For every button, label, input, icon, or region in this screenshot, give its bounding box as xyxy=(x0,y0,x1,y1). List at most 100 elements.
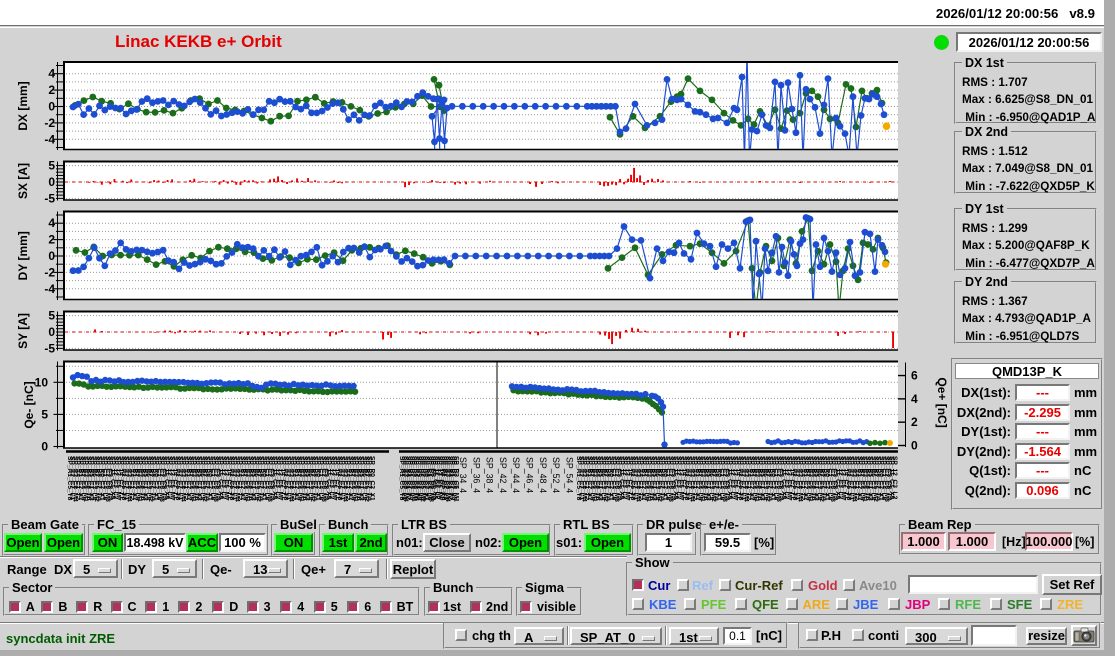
svg-text:SP_B2_C4_L5: SP_B2_C4_L5 xyxy=(643,456,650,501)
svg-text:SP_11_C1_X5: SP_11_C1_X5 xyxy=(726,456,733,500)
svg-text:SP_36_4: SP_36_4 xyxy=(471,457,481,493)
svg-text:SP_C1_C4_L6: SP_C1_C4_L6 xyxy=(610,456,617,501)
svg-text:SP_A4_C1_T2: SP_A4_C1_T2 xyxy=(236,456,243,501)
svg-text:SP_A3_C8_M4: SP_A3_C8_M4 xyxy=(125,456,132,502)
svg-text:SP_13_C5_M7: SP_13_C5_M7 xyxy=(786,456,793,501)
svg-text:SP_A3_C8_M4: SP_A3_C8_M4 xyxy=(179,456,186,502)
svg-text:SP_14_C7_T1: SP_14_C7_T1 xyxy=(626,456,633,500)
svg-text:SP_12_C3_L2: SP_12_C3_L2 xyxy=(434,456,441,500)
svg-text:SP_B1_C2_X7: SP_B1_C2_X7 xyxy=(448,456,455,501)
svg-text:SP_C3_C8_T3: SP_C3_C8_T3 xyxy=(430,456,437,501)
svg-text:SP_A4_C1_T2: SP_A4_C1_T2 xyxy=(344,456,351,501)
svg-text:SP_A4_C1_T2: SP_A4_C1_T2 xyxy=(691,456,698,501)
svg-text:DY [mm]: DY [mm] xyxy=(16,231,30,280)
svg-text:SP_A4_C1_T2: SP_A4_C1_T2 xyxy=(74,456,81,501)
svg-text:SP_B7_C5_M2: SP_B7_C5_M2 xyxy=(93,456,100,502)
svg-text:2: 2 xyxy=(48,83,55,97)
svg-text:SP_A3_C8_M4: SP_A3_C8_M4 xyxy=(287,456,294,502)
svg-text:SP_R0_C2_X1: SP_R0_C2_X1 xyxy=(98,456,105,501)
svg-text:SP_14_C7_T1: SP_14_C7_T1 xyxy=(842,456,849,500)
svg-text:SP_B2_C4_L5: SP_B2_C4_L5 xyxy=(751,456,758,501)
svg-text:SP_11_C1_X5: SP_11_C1_X5 xyxy=(432,456,439,500)
svg-text:SP_R0_C2_X1: SP_R0_C2_X1 xyxy=(206,456,213,501)
svg-text:SP_B6_C3_L8: SP_B6_C3_L8 xyxy=(653,456,660,501)
svg-text:SP_C2_C6_M8: SP_C2_C6_M8 xyxy=(104,456,111,502)
svg-text:SP_B3_C6_M1: SP_B3_C6_M1 xyxy=(753,456,760,502)
svg-text:SP_C1_C4_L6: SP_C1_C4_L6 xyxy=(772,456,779,501)
svg-text:SP_B5_C1_X3: SP_B5_C1_X3 xyxy=(88,456,95,501)
svg-text:SP_B2_C4_L5: SP_B2_C4_L5 xyxy=(80,456,87,501)
svg-text:SP_C3_C8_T3: SP_C3_C8_T3 xyxy=(616,456,623,501)
svg-text:SP_A4_C1_T2: SP_A4_C1_T2 xyxy=(182,456,189,501)
svg-text:SP_C2_C6_M8: SP_C2_C6_M8 xyxy=(883,456,890,502)
svg-text:SP_A4_C1_T2: SP_A4_C1_T2 xyxy=(745,456,752,501)
svg-text:SP_B2_C4_L5: SP_B2_C4_L5 xyxy=(805,456,812,501)
svg-text:SP_B5_C1_X3: SP_B5_C1_X3 xyxy=(196,456,203,501)
svg-text:SP_11_C1_X5: SP_11_C1_X5 xyxy=(325,456,332,500)
svg-text:SP_R0_C2_X1: SP_R0_C2_X1 xyxy=(715,456,722,501)
svg-text:SP_B8_C7_T4: SP_B8_C7_T4 xyxy=(713,456,720,501)
svg-text:SP_B3_C6_M1: SP_B3_C6_M1 xyxy=(591,456,598,502)
svg-text:SP_12_C3_L2: SP_12_C3_L2 xyxy=(220,456,227,500)
svg-text:SP_B4_C8_T6: SP_B4_C8_T6 xyxy=(85,456,92,501)
svg-text:SP_C2_C6_M8: SP_C2_C6_M8 xyxy=(320,456,327,502)
svg-text:SP_R0_C2_X1: SP_R0_C2_X1 xyxy=(877,456,884,501)
svg-text:SP_A1_C5_T8: SP_A1_C5_T8 xyxy=(575,456,582,501)
svg-text:SP_B4_C8_T6: SP_B4_C8_T6 xyxy=(702,456,709,501)
svg-text:SP_14_C7_T1: SP_14_C7_T1 xyxy=(333,456,340,500)
svg-text:SP_B3_C6_M1: SP_B3_C6_M1 xyxy=(411,456,418,502)
svg-text:SP_B5_C1_X3: SP_B5_C1_X3 xyxy=(250,456,257,501)
svg-text:DX [mm]: DX [mm] xyxy=(16,81,30,130)
svg-text:SP_B3_C6_M1: SP_B3_C6_M1 xyxy=(861,456,868,502)
svg-text:SP_B1_C2_X7: SP_B1_C2_X7 xyxy=(694,456,701,501)
svg-text:SP_B3_C6_M1: SP_B3_C6_M1 xyxy=(136,456,143,502)
svg-text:SP_C2_C6_M8: SP_C2_C6_M8 xyxy=(667,456,674,502)
svg-text:SP_B2_C4_L5: SP_B2_C4_L5 xyxy=(296,456,303,501)
svg-text:SP_B3_C6_M1: SP_B3_C6_M1 xyxy=(82,456,89,502)
svg-text:SP_B2_C4_L5: SP_B2_C4_L5 xyxy=(409,456,416,501)
svg-text:SP_B6_C3_L8: SP_B6_C3_L8 xyxy=(815,456,822,501)
svg-text:SP_A1_C5_T8: SP_A1_C5_T8 xyxy=(398,456,405,501)
svg-text:SP_B8_C7_T4: SP_B8_C7_T4 xyxy=(366,456,373,501)
svg-text:SP_A1_C5_T8: SP_A1_C5_T8 xyxy=(683,456,690,501)
svg-text:SP_B4_C8_T6: SP_B4_C8_T6 xyxy=(355,456,362,501)
svg-text:SP_12_C3_L2: SP_12_C3_L2 xyxy=(675,456,682,500)
svg-text:SP_B4_C8_T6: SP_B4_C8_T6 xyxy=(139,456,146,501)
svg-text:SP_B4_C8_T6: SP_B4_C8_T6 xyxy=(756,456,763,501)
svg-text:SP_A2_C7_L1: SP_A2_C7_L1 xyxy=(400,456,407,501)
svg-text:SP_44_4: SP_44_4 xyxy=(511,457,521,493)
svg-text:SP_A1_C5_T8: SP_A1_C5_T8 xyxy=(336,456,343,501)
svg-text:SP_B6_C3_L8: SP_B6_C3_L8 xyxy=(144,456,151,501)
svg-text:SP_A3_C8_M4: SP_A3_C8_M4 xyxy=(742,456,749,502)
svg-text:SP_A4_C1_T2: SP_A4_C1_T2 xyxy=(583,456,590,501)
svg-text:SP_B1_C2_X7: SP_B1_C2_X7 xyxy=(856,456,863,501)
svg-text:SP_A4_C1_T2: SP_A4_C1_T2 xyxy=(290,456,297,501)
svg-text:SY [A]: SY [A] xyxy=(16,313,30,349)
svg-text:SP_11_C1_X5: SP_11_C1_X5 xyxy=(672,456,679,500)
svg-text:SP_B8_C7_T4: SP_B8_C7_T4 xyxy=(312,456,319,501)
svg-text:SP_B3_C6_M1: SP_B3_C6_M1 xyxy=(699,456,706,502)
svg-text:SP_B4_C8_T6: SP_B4_C8_T6 xyxy=(193,456,200,501)
svg-text:SP_B5_C1_X3: SP_B5_C1_X3 xyxy=(705,456,712,501)
svg-text:SP_A1_C5_T8: SP_A1_C5_T8 xyxy=(282,456,289,501)
svg-text:SP_B6_C3_L8: SP_B6_C3_L8 xyxy=(761,456,768,501)
svg-text:SP_C3_C8_T3: SP_C3_C8_T3 xyxy=(323,456,330,501)
svg-text:SP_B3_C6_M1: SP_B3_C6_M1 xyxy=(453,456,460,502)
svg-text:SP_52_4: SP_52_4 xyxy=(551,457,561,493)
svg-text:SP_C1_C4_L6: SP_C1_C4_L6 xyxy=(425,456,432,501)
svg-text:2: 2 xyxy=(911,415,918,429)
svg-text:SP_B6_C3_L8: SP_B6_C3_L8 xyxy=(417,456,424,501)
svg-text:SP_54_4: SP_54_4 xyxy=(564,457,574,493)
svg-text:SP_C1_C4_L6: SP_C1_C4_L6 xyxy=(317,456,324,501)
svg-text:SP_B5_C1_X3: SP_B5_C1_X3 xyxy=(867,456,874,501)
svg-text:SP_A2_C7_L1: SP_A2_C7_L1 xyxy=(339,456,346,501)
svg-text:SP_13_C5_M7: SP_13_C5_M7 xyxy=(436,456,443,501)
svg-text:SP_14_C7_T1: SP_14_C7_T1 xyxy=(734,456,741,500)
svg-text:SP_C2_C6_M8: SP_C2_C6_M8 xyxy=(721,456,728,502)
svg-text:SP_B5_C1_X3: SP_B5_C1_X3 xyxy=(759,456,766,501)
svg-text:SP_B6_C3_L8: SP_B6_C3_L8 xyxy=(198,456,205,501)
svg-text:SP_14_C7_T1: SP_14_C7_T1 xyxy=(279,456,286,500)
svg-text:SP_B1_C2_X7: SP_B1_C2_X7 xyxy=(640,456,647,501)
svg-text:SP_R0_C2_X1: SP_R0_C2_X1 xyxy=(314,456,321,501)
svg-text:SP_A2_C7_L1: SP_A2_C7_L1 xyxy=(442,456,449,501)
